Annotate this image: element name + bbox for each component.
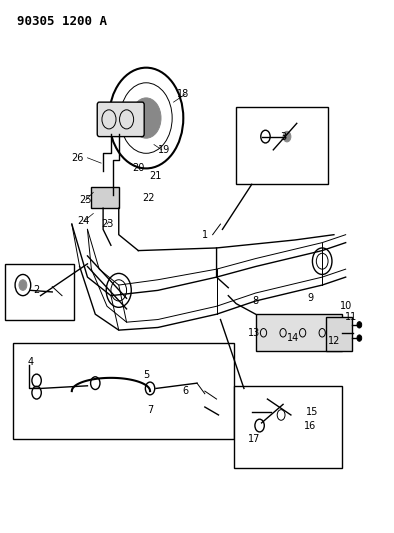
Text: 3: 3 [280, 132, 286, 142]
Bar [234, 386, 342, 468]
Bar [326, 317, 351, 351]
Text: 5: 5 [143, 370, 149, 380]
Text: 14: 14 [287, 333, 299, 343]
Text: 22: 22 [142, 192, 154, 203]
Circle shape [283, 131, 291, 142]
Bar [236, 108, 328, 184]
Bar [91, 187, 119, 208]
Text: 17: 17 [247, 434, 260, 444]
Circle shape [131, 98, 161, 138]
Text: 4: 4 [28, 357, 34, 367]
Text: 18: 18 [177, 89, 190, 99]
Text: 6: 6 [182, 386, 188, 396]
Circle shape [357, 321, 362, 328]
Text: 2: 2 [33, 285, 40, 295]
Text: 12: 12 [328, 336, 340, 346]
Circle shape [357, 335, 362, 341]
Text: 7: 7 [147, 405, 153, 415]
Text: 11: 11 [346, 312, 358, 322]
Bar [256, 314, 342, 351]
Text: 19: 19 [158, 145, 170, 155]
Text: 90305 1200 A: 90305 1200 A [17, 14, 107, 28]
Text: 8: 8 [253, 296, 259, 306]
Text: 10: 10 [340, 301, 352, 311]
Circle shape [19, 280, 27, 290]
Bar [13, 343, 234, 439]
Text: 25: 25 [79, 195, 92, 205]
Text: 20: 20 [132, 164, 145, 173]
Bar [5, 264, 74, 319]
Text: 23: 23 [101, 219, 113, 229]
Text: 13: 13 [247, 328, 260, 338]
FancyBboxPatch shape [97, 102, 144, 136]
Text: 24: 24 [77, 216, 90, 227]
Text: 16: 16 [304, 421, 317, 431]
Text: 26: 26 [71, 153, 84, 163]
Text: 15: 15 [306, 407, 319, 417]
Text: 9: 9 [307, 293, 314, 303]
Text: 1: 1 [202, 230, 208, 240]
Text: 21: 21 [150, 172, 162, 181]
